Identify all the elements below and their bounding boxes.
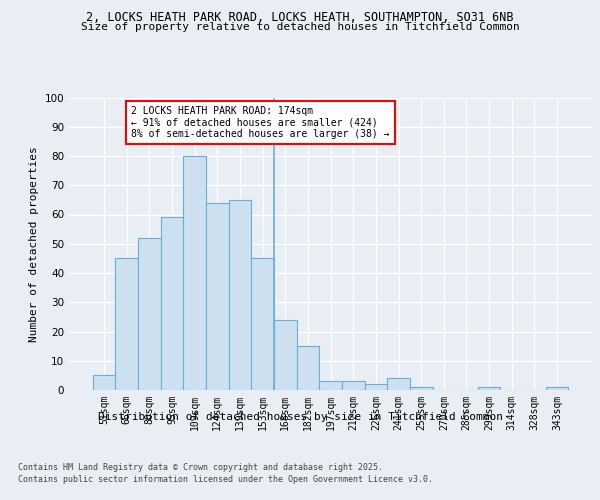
Bar bbox=[251, 258, 274, 390]
Y-axis label: Number of detached properties: Number of detached properties bbox=[29, 146, 39, 342]
Text: Size of property relative to detached houses in Titchfield Common: Size of property relative to detached ho… bbox=[80, 22, 520, 32]
Bar bbox=[115, 258, 138, 390]
Text: Contains public sector information licensed under the Open Government Licence v3: Contains public sector information licen… bbox=[18, 475, 433, 484]
Bar bbox=[546, 387, 568, 390]
Bar bbox=[342, 381, 365, 390]
Bar bbox=[206, 203, 229, 390]
Bar bbox=[365, 384, 387, 390]
Text: 2 LOCKS HEATH PARK ROAD: 174sqm
← 91% of detached houses are smaller (424)
8% of: 2 LOCKS HEATH PARK ROAD: 174sqm ← 91% of… bbox=[131, 106, 390, 140]
Bar bbox=[138, 238, 161, 390]
Bar bbox=[274, 320, 296, 390]
Bar bbox=[161, 218, 184, 390]
Bar bbox=[410, 387, 433, 390]
Bar bbox=[184, 156, 206, 390]
Bar bbox=[296, 346, 319, 390]
Text: Distribution of detached houses by size in Titchfield Common: Distribution of detached houses by size … bbox=[97, 412, 503, 422]
Text: 2, LOCKS HEATH PARK ROAD, LOCKS HEATH, SOUTHAMPTON, SO31 6NB: 2, LOCKS HEATH PARK ROAD, LOCKS HEATH, S… bbox=[86, 11, 514, 24]
Bar bbox=[229, 200, 251, 390]
Bar bbox=[319, 381, 342, 390]
Text: Contains HM Land Registry data © Crown copyright and database right 2025.: Contains HM Land Registry data © Crown c… bbox=[18, 462, 383, 471]
Bar bbox=[478, 387, 500, 390]
Bar bbox=[93, 376, 115, 390]
Bar bbox=[387, 378, 410, 390]
